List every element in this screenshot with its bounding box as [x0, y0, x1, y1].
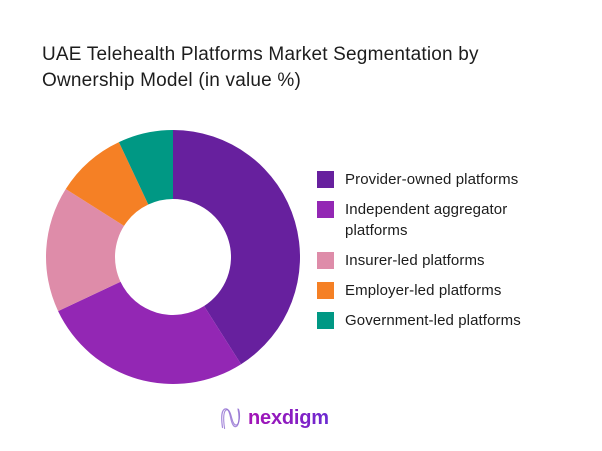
legend-item-employer-led-platforms: Employer-led platforms: [317, 280, 587, 301]
legend-item-independent-aggregator-platforms: Independent aggregator platforms: [317, 199, 587, 241]
legend-item-insurer-led-platforms: Insurer-led platforms: [317, 250, 587, 271]
brand-logo: nexdigm: [220, 403, 329, 433]
legend-swatch: [317, 252, 334, 269]
legend-item-government-led-platforms: Government-led platforms: [317, 310, 587, 331]
donut-segment-insurer-led-platforms: [46, 188, 125, 312]
legend: Provider-owned platforms Independent aggr…: [317, 169, 587, 331]
legend-label: Employer-led platforms: [345, 282, 502, 299]
donut-segment-employer-led-platforms: [65, 142, 149, 226]
chart-title-line2: Ownership Model (in value %): [42, 70, 302, 91]
donut-segment-provider-owned-platforms: [173, 130, 300, 365]
legend-swatch: [317, 312, 334, 329]
legend-label: Provider-owned platforms: [345, 171, 519, 188]
donut-segment-independent-aggregator-platforms: [58, 281, 242, 384]
donut-chart: [46, 130, 300, 384]
brand-wordmark: nexdigm: [248, 406, 329, 429]
chart-title-line1: UAE Telehealth Platforms Market Segmenta…: [42, 44, 479, 65]
legend-swatch: [317, 282, 334, 299]
legend-label: Government-led platforms: [345, 312, 521, 329]
legend-item-provider-owned-platforms: Provider-owned platforms: [317, 169, 587, 190]
chart-title: UAE Telehealth Platforms Market Segmenta…: [42, 42, 479, 94]
legend-swatch: [317, 201, 334, 218]
legend-label: Insurer-led platforms: [345, 252, 485, 269]
donut-segment-government-led-platforms: [118, 130, 173, 205]
nexdigm-logo-icon: [221, 408, 241, 430]
legend-swatch: [317, 171, 334, 188]
legend-label: Independent aggregator platforms: [345, 201, 508, 239]
